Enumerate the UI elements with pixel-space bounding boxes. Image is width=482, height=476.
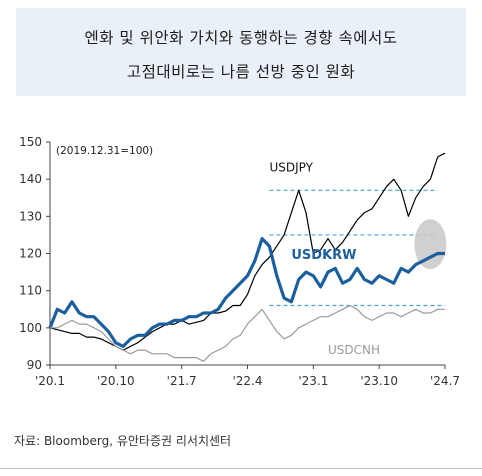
highlight-ellipse xyxy=(414,219,447,270)
x-tick-label: '21.7 xyxy=(167,374,197,388)
index-note: (2019.12.31=100) xyxy=(56,145,153,157)
x-tick-label: '23.10 xyxy=(360,374,398,388)
series-label-usdcnh: USDCNH xyxy=(328,343,380,357)
x-tick-label: '20.10 xyxy=(97,374,135,388)
series-label-usdkrw: USDKRW xyxy=(291,248,356,263)
x-tick-label: '22.4 xyxy=(232,374,262,388)
x-tick-label: '24.7 xyxy=(430,374,460,388)
title-box: 엔화 및 위안화 가치와 동행하는 경향 속에서도 고점대비로는 나름 선방 중… xyxy=(16,8,466,96)
series-line-usdjpy xyxy=(49,152,446,351)
y-tick-label: 100 xyxy=(19,321,42,335)
y-tick-label: 120 xyxy=(19,247,42,261)
x-tick-label: '23.1 xyxy=(298,374,328,388)
series-line-usdkrw xyxy=(48,237,445,348)
series-label-usdjpy: USDJPY xyxy=(269,161,313,175)
series-line-usdcnh xyxy=(50,304,445,362)
source-note: 자료: Bloomberg, 유안타증권 리서치센터 xyxy=(14,434,232,448)
y-tick-label: 90 xyxy=(27,358,42,372)
bottom-rule xyxy=(0,468,482,469)
x-tick-label: '20.1 xyxy=(35,374,65,388)
title-line-1: 엔화 및 위안화 가치와 동행하는 경향 속에서도 xyxy=(84,29,398,47)
title-line-2: 고점대비로는 나름 선방 중인 원화 xyxy=(126,63,356,81)
line-chart: 90 100 110 120 130 140 150 '20.1 '20.10 '21.7 '22.… xyxy=(19,135,460,388)
y-tick-label: 140 xyxy=(19,172,42,186)
y-tick-label: 110 xyxy=(19,284,42,298)
y-tick-label: 150 xyxy=(19,135,42,149)
y-tick-label: 130 xyxy=(19,209,42,223)
